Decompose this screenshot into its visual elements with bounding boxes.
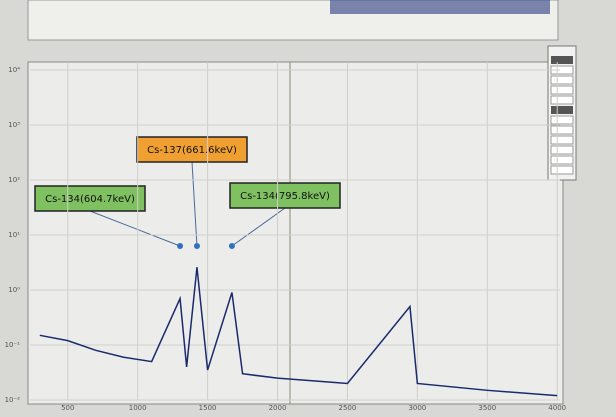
annotation-dot [177, 243, 183, 249]
x-tick-label: 2000 [269, 404, 287, 412]
y-tick-label: 10² [8, 176, 20, 184]
x-tick-label: 3500 [478, 404, 496, 412]
y-tick-label: 10⁻¹ [5, 341, 21, 349]
x-tick-label: 1500 [199, 404, 217, 412]
top-strip-spectrum [330, 0, 550, 14]
side-button[interactable] [551, 116, 573, 124]
side-button[interactable] [551, 86, 573, 94]
x-tick-label: 3000 [408, 404, 426, 412]
x-tick-label: 2500 [339, 404, 357, 412]
side-button[interactable] [551, 146, 573, 154]
side-button[interactable] [551, 136, 573, 144]
side-button[interactable] [551, 156, 573, 164]
side-button[interactable] [551, 96, 573, 104]
annotation-label: Cs-137(661.6keV) [147, 145, 237, 156]
y-tick-label: 10³ [8, 121, 20, 129]
x-tick-label: 500 [61, 404, 74, 412]
x-tick-label: 1000 [129, 404, 147, 412]
side-button[interactable] [551, 56, 573, 64]
x-tick-label: 4000 [548, 404, 566, 412]
y-tick-label: 10¹ [8, 231, 20, 239]
side-button[interactable] [551, 166, 573, 174]
side-button[interactable] [551, 76, 573, 84]
annotation-dot [229, 243, 235, 249]
side-button[interactable] [551, 106, 573, 114]
annotation-dot [194, 243, 200, 249]
y-tick-label: 10⁻² [5, 396, 21, 404]
annotation-label: Cs-134(795.8keV) [240, 191, 330, 202]
screen-photo: Cs-137(661.6keV) Cs-134(604.7keV) Cs-134(7… [0, 0, 616, 417]
y-tick-label: 10⁴ [8, 66, 20, 74]
side-button[interactable] [551, 126, 573, 134]
side-panel [548, 46, 576, 180]
annotation-label: Cs-134(604.7keV) [45, 194, 135, 205]
y-tick-label: 10⁰ [8, 286, 20, 294]
